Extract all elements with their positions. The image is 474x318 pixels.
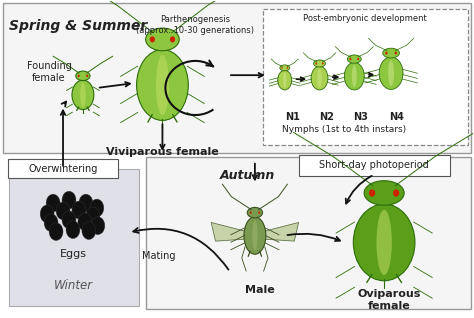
Ellipse shape (66, 221, 80, 238)
Ellipse shape (379, 57, 403, 89)
Text: Spring & Summer: Spring & Summer (9, 19, 147, 33)
Ellipse shape (318, 69, 322, 87)
Ellipse shape (287, 67, 288, 69)
Ellipse shape (72, 201, 86, 219)
Ellipse shape (258, 211, 260, 214)
Text: Male: Male (245, 285, 275, 295)
Ellipse shape (376, 210, 392, 275)
Ellipse shape (364, 181, 404, 205)
Ellipse shape (44, 214, 58, 232)
Ellipse shape (352, 65, 357, 87)
Ellipse shape (388, 60, 394, 86)
Text: Autumn: Autumn (219, 169, 274, 182)
Ellipse shape (247, 207, 263, 218)
Text: Viviparous female: Viviparous female (106, 147, 219, 157)
Ellipse shape (156, 55, 169, 115)
FancyBboxPatch shape (9, 159, 118, 178)
Ellipse shape (322, 62, 324, 65)
Ellipse shape (62, 211, 76, 229)
Ellipse shape (137, 50, 188, 121)
Polygon shape (255, 223, 299, 241)
Ellipse shape (250, 211, 252, 214)
Ellipse shape (314, 60, 326, 67)
Text: Mating: Mating (142, 251, 175, 261)
Ellipse shape (79, 194, 93, 212)
FancyBboxPatch shape (9, 169, 138, 306)
Ellipse shape (383, 48, 400, 58)
Ellipse shape (91, 217, 105, 235)
Ellipse shape (281, 67, 283, 69)
Text: Overwintering: Overwintering (28, 164, 98, 174)
Ellipse shape (353, 204, 415, 281)
Ellipse shape (40, 205, 54, 223)
Text: Founding
female: Founding female (27, 61, 72, 83)
Text: Winter: Winter (54, 279, 92, 292)
Ellipse shape (385, 52, 388, 54)
Ellipse shape (170, 36, 175, 43)
Ellipse shape (357, 58, 359, 60)
FancyBboxPatch shape (3, 3, 471, 153)
Text: Parthenogenesis
(approx. 10-30 generations): Parthenogenesis (approx. 10-30 generatio… (136, 15, 254, 35)
Ellipse shape (345, 62, 364, 90)
Ellipse shape (80, 82, 86, 107)
Text: Post-embryonic development: Post-embryonic development (303, 14, 427, 23)
Ellipse shape (369, 189, 375, 197)
Ellipse shape (49, 223, 63, 240)
Ellipse shape (90, 199, 104, 217)
Ellipse shape (244, 217, 266, 254)
Ellipse shape (278, 70, 292, 90)
Ellipse shape (280, 65, 290, 71)
Ellipse shape (311, 66, 328, 90)
Ellipse shape (86, 207, 100, 225)
Text: Oviparous
female: Oviparous female (357, 289, 421, 311)
Ellipse shape (315, 62, 317, 65)
FancyBboxPatch shape (299, 155, 450, 176)
Ellipse shape (252, 221, 258, 251)
Ellipse shape (82, 222, 96, 239)
Text: N2: N2 (319, 112, 334, 121)
Polygon shape (211, 223, 255, 241)
Ellipse shape (150, 36, 155, 43)
FancyBboxPatch shape (146, 157, 471, 309)
Ellipse shape (78, 213, 92, 231)
Ellipse shape (394, 52, 397, 54)
Ellipse shape (283, 72, 286, 88)
Ellipse shape (349, 58, 351, 60)
Ellipse shape (56, 202, 70, 220)
Text: N3: N3 (353, 112, 368, 121)
Ellipse shape (347, 55, 361, 63)
Ellipse shape (72, 80, 94, 110)
Ellipse shape (62, 191, 76, 209)
Text: N4: N4 (390, 112, 404, 121)
Ellipse shape (393, 189, 399, 197)
Ellipse shape (146, 28, 179, 51)
Ellipse shape (86, 74, 88, 77)
Ellipse shape (46, 194, 60, 212)
Ellipse shape (78, 74, 80, 77)
Text: Nymphs (1st to 4th instars): Nymphs (1st to 4th instars) (283, 125, 406, 134)
Bar (263, 9, 468, 145)
Text: N1: N1 (285, 112, 300, 121)
Ellipse shape (76, 71, 90, 80)
Text: Eggs: Eggs (59, 249, 86, 259)
Text: Short-day photoperiod: Short-day photoperiod (319, 160, 429, 170)
